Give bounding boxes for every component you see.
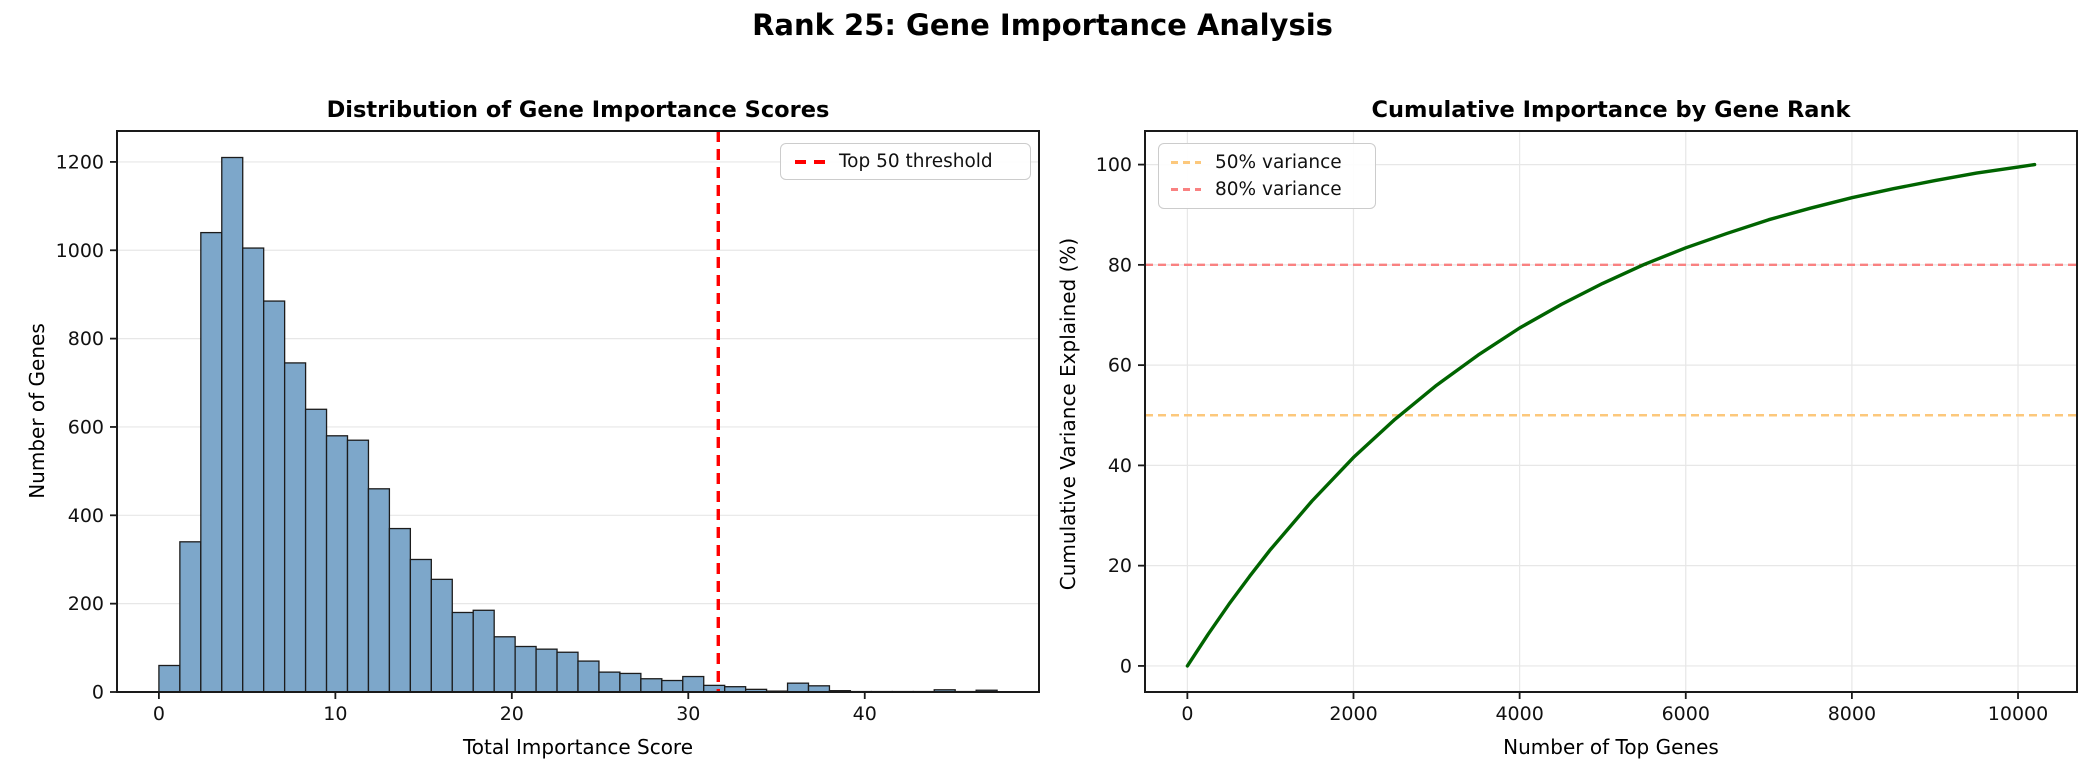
cumulative-ylabel: Cumulative Variance Explained (%) — [1056, 237, 1080, 591]
histogram-plot-ytick-label: 600 — [68, 416, 104, 438]
histogram-plot-ytick-label: 800 — [68, 328, 104, 350]
cumulative-plot-xtick-label: 4000 — [1495, 703, 1543, 725]
histogram-bar — [598, 671, 621, 693]
histogram-plot-frame — [116, 130, 1040, 693]
legend-entry-threshold: Top 50 threshold — [795, 151, 1016, 172]
cumulative-plot-ytick-label: 40 — [1108, 455, 1132, 477]
histogram-plot-xtick-label: 30 — [676, 703, 700, 725]
cumulative-plot-xtick-label: 2000 — [1329, 703, 1377, 725]
histogram-bar — [325, 435, 349, 693]
histogram-plot-ytick-label: 400 — [68, 505, 104, 527]
histogram-bar — [682, 675, 705, 693]
histogram-bar — [367, 488, 391, 693]
cumulative-plot-ytick-label: 100 — [1096, 154, 1132, 176]
histogram-ylabel: Number of Genes — [25, 323, 49, 499]
cumulative-plot-ytick-label: 60 — [1108, 355, 1132, 377]
cumulative-curve — [1185, 162, 2037, 668]
histogram-plot-ytick-label: 1200 — [56, 151, 104, 173]
cumulative-plot-frame — [1144, 130, 2078, 693]
histogram-bar — [514, 645, 537, 693]
histogram-plot-ytick-label: 0 — [92, 682, 104, 704]
legend-label: 50% variance — [1215, 152, 1342, 173]
histogram-bar — [179, 541, 202, 693]
histogram-bar — [535, 648, 558, 693]
cumulative-title: Cumulative Importance by Gene Rank — [1371, 97, 1851, 123]
histogram-bar — [786, 682, 810, 693]
histogram-plot-xtick-label: 10 — [323, 703, 347, 725]
histogram-bar — [158, 664, 181, 693]
legend-entry-50pct: 50% variance — [1171, 152, 1363, 173]
histogram-bar — [577, 660, 600, 693]
histogram-plot-ytick-label: 200 — [68, 593, 104, 615]
histogram-bar — [451, 611, 474, 693]
red-dashed-line-icon — [795, 159, 825, 164]
histogram-bar — [661, 679, 684, 693]
histogram-plot-xtick-label: 20 — [500, 703, 524, 725]
histogram-bar — [493, 636, 516, 693]
cumulative-plot-xtick-label: 6000 — [1662, 703, 1710, 725]
histogram-bar — [200, 231, 223, 693]
histogram-xlabel: Total Importance Score — [462, 735, 694, 759]
histogram-plot-xtick-label: 40 — [853, 703, 877, 725]
histogram-bar — [263, 300, 286, 693]
histogram-title: Distribution of Gene Importance Scores — [326, 97, 830, 123]
cumulative-plot-ytick-label: 20 — [1108, 555, 1132, 577]
histogram-bar — [409, 558, 432, 693]
histogram-bar — [346, 439, 370, 693]
histogram-bar — [221, 156, 244, 693]
red-dashed-line-icon — [1171, 188, 1201, 191]
histogram-bar — [430, 578, 453, 693]
figure-suptitle: Rank 25: Gene Importance Analysis — [752, 8, 1333, 42]
histogram-bar — [388, 527, 412, 693]
legend-label: 80% variance — [1215, 179, 1342, 200]
cumulative-plot-ytick-label: 0 — [1120, 655, 1132, 677]
legend-entry-80pct: 80% variance — [1171, 179, 1363, 200]
orange-dashed-line-icon — [1171, 161, 1201, 164]
cumulative-plot-ytick-label: 80 — [1108, 254, 1132, 276]
legend-label: Top 50 threshold — [839, 151, 993, 172]
cumulative-xlabel: Number of Top Genes — [1503, 735, 1719, 759]
histogram-legend: Top 50 threshold — [780, 143, 1031, 180]
histogram-bar — [640, 678, 663, 693]
histogram-bar — [242, 247, 265, 693]
cumulative-plot-xtick-label: 8000 — [1828, 703, 1876, 725]
histogram-bar — [472, 609, 495, 693]
histogram-bar — [556, 651, 579, 693]
histogram-plot-xtick-label: 0 — [153, 703, 165, 725]
cumulative-plot-xtick-label: 0 — [1181, 703, 1193, 725]
histogram-plot-ytick-label: 1000 — [56, 240, 104, 262]
histogram-bar — [283, 362, 307, 693]
cumulative-legend: 50% variance 80% variance — [1158, 143, 1376, 209]
histogram-bar — [304, 408, 328, 693]
histogram-bar — [619, 672, 642, 693]
cumulative-plot-xtick-label: 10000 — [1988, 703, 2048, 725]
